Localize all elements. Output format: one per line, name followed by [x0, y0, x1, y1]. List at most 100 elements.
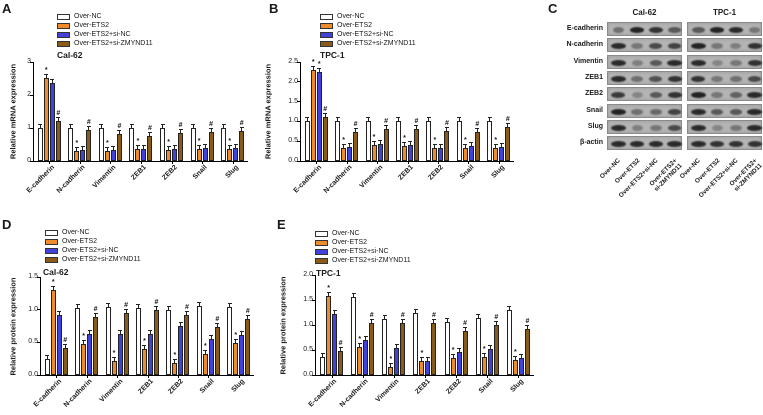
blot-box	[607, 38, 682, 53]
bar	[245, 319, 251, 375]
blot-band	[748, 27, 761, 33]
blot-band	[710, 108, 724, 115]
bar-slot	[394, 275, 400, 375]
bar-slot	[456, 275, 462, 375]
bar-slot	[221, 62, 227, 161]
bar-slot	[80, 62, 86, 161]
error-bar-cap	[50, 79, 55, 80]
error-bar	[149, 331, 151, 334]
sig-label: #	[184, 304, 189, 311]
error-bar	[89, 331, 91, 334]
error-bar-cap	[431, 319, 436, 320]
error-bar	[223, 125, 225, 128]
blot-band	[649, 92, 663, 99]
error-bar	[343, 145, 345, 148]
y-tick-label: 1.5	[28, 273, 38, 280]
x-tick-label: Snail	[198, 378, 216, 395]
bar-group: * #	[423, 62, 453, 161]
x-tick-mark	[362, 375, 364, 378]
error-bar	[312, 67, 314, 70]
error-bar-cap	[111, 146, 116, 147]
legend-swatch	[320, 31, 333, 38]
error-bar-cap	[332, 310, 337, 311]
bar-slot: #	[93, 277, 99, 375]
bar	[524, 329, 530, 375]
error-bar-cap	[45, 355, 50, 356]
error-bar	[168, 307, 170, 310]
error-bar-cap	[363, 336, 368, 337]
bar-slot: *	[111, 277, 117, 375]
error-bar-cap	[476, 314, 481, 315]
legend-item: Over-NC	[320, 12, 416, 21]
bar	[49, 83, 55, 161]
error-bar-cap	[463, 144, 468, 145]
error-bar-cap	[172, 145, 177, 146]
blot-band	[747, 108, 762, 115]
error-bar-cap	[166, 146, 171, 147]
x-tick-mark	[49, 161, 51, 164]
bar	[332, 314, 338, 375]
error-bar-cap	[487, 117, 492, 118]
bar	[388, 367, 394, 375]
legend-label: Over-ETS2	[62, 237, 98, 245]
error-bar	[88, 127, 90, 130]
sig-label: *	[494, 137, 498, 144]
blot-band	[649, 108, 662, 115]
blot-protein-label: Slug	[587, 122, 603, 130]
bar-group: * #	[156, 62, 187, 161]
bar-group: * #	[316, 275, 347, 375]
bar	[481, 357, 487, 375]
blot-band	[667, 75, 682, 82]
blot-band	[667, 92, 682, 99]
error-bar	[143, 146, 145, 149]
error-bar	[174, 146, 176, 149]
legend-label: Over-NC	[332, 229, 360, 237]
bar	[320, 357, 326, 375]
error-bar	[340, 348, 342, 351]
bar-group: * #	[378, 275, 409, 375]
error-bar-cap	[419, 357, 424, 358]
bar-slot	[499, 62, 505, 161]
sig-label: *	[228, 138, 232, 145]
bar	[425, 361, 431, 375]
plot-area: 0123*#E-cadherin*#N-cadherin*#Vimentin*#…	[26, 58, 248, 195]
x-tick-label: Snail	[192, 164, 210, 181]
error-bar-cap	[227, 145, 232, 146]
error-bar	[125, 310, 127, 313]
error-bar	[162, 125, 164, 128]
bar	[233, 148, 239, 161]
y-tick-mark	[312, 374, 316, 376]
error-bar	[83, 341, 85, 344]
error-bar-cap	[353, 128, 358, 129]
error-bar	[149, 133, 151, 136]
legend-swatch	[57, 22, 70, 29]
blot-band	[691, 75, 706, 82]
error-bar-cap	[457, 117, 462, 118]
error-bar-cap	[184, 311, 189, 312]
bar-group: * #	[95, 62, 126, 161]
legend-swatch	[315, 257, 328, 264]
error-bar	[337, 118, 339, 121]
bar	[456, 352, 462, 375]
error-bar-cap	[38, 124, 43, 125]
error-bar-cap	[197, 302, 202, 303]
error-bar-cap	[209, 128, 214, 129]
blot-box	[687, 103, 762, 118]
bar-slot: #	[153, 277, 159, 375]
legend-label: Over-ETS2+si-ZMYND11	[62, 255, 141, 263]
blot-band	[631, 124, 643, 131]
bar	[444, 322, 450, 375]
error-bar-cap	[178, 322, 183, 323]
bar-slot: #	[338, 275, 344, 375]
error-bar-cap	[191, 124, 196, 125]
error-bar	[95, 314, 97, 317]
legend-swatch	[57, 40, 70, 47]
blot-band	[730, 75, 742, 82]
error-bar-cap	[221, 124, 226, 125]
bar-group: * #	[453, 62, 483, 161]
y-tick-label: 0	[7, 157, 31, 165]
bar	[208, 132, 214, 161]
bar-slot: *	[202, 277, 208, 375]
bar-slot: *	[512, 275, 518, 375]
error-bar-cap	[124, 309, 129, 310]
